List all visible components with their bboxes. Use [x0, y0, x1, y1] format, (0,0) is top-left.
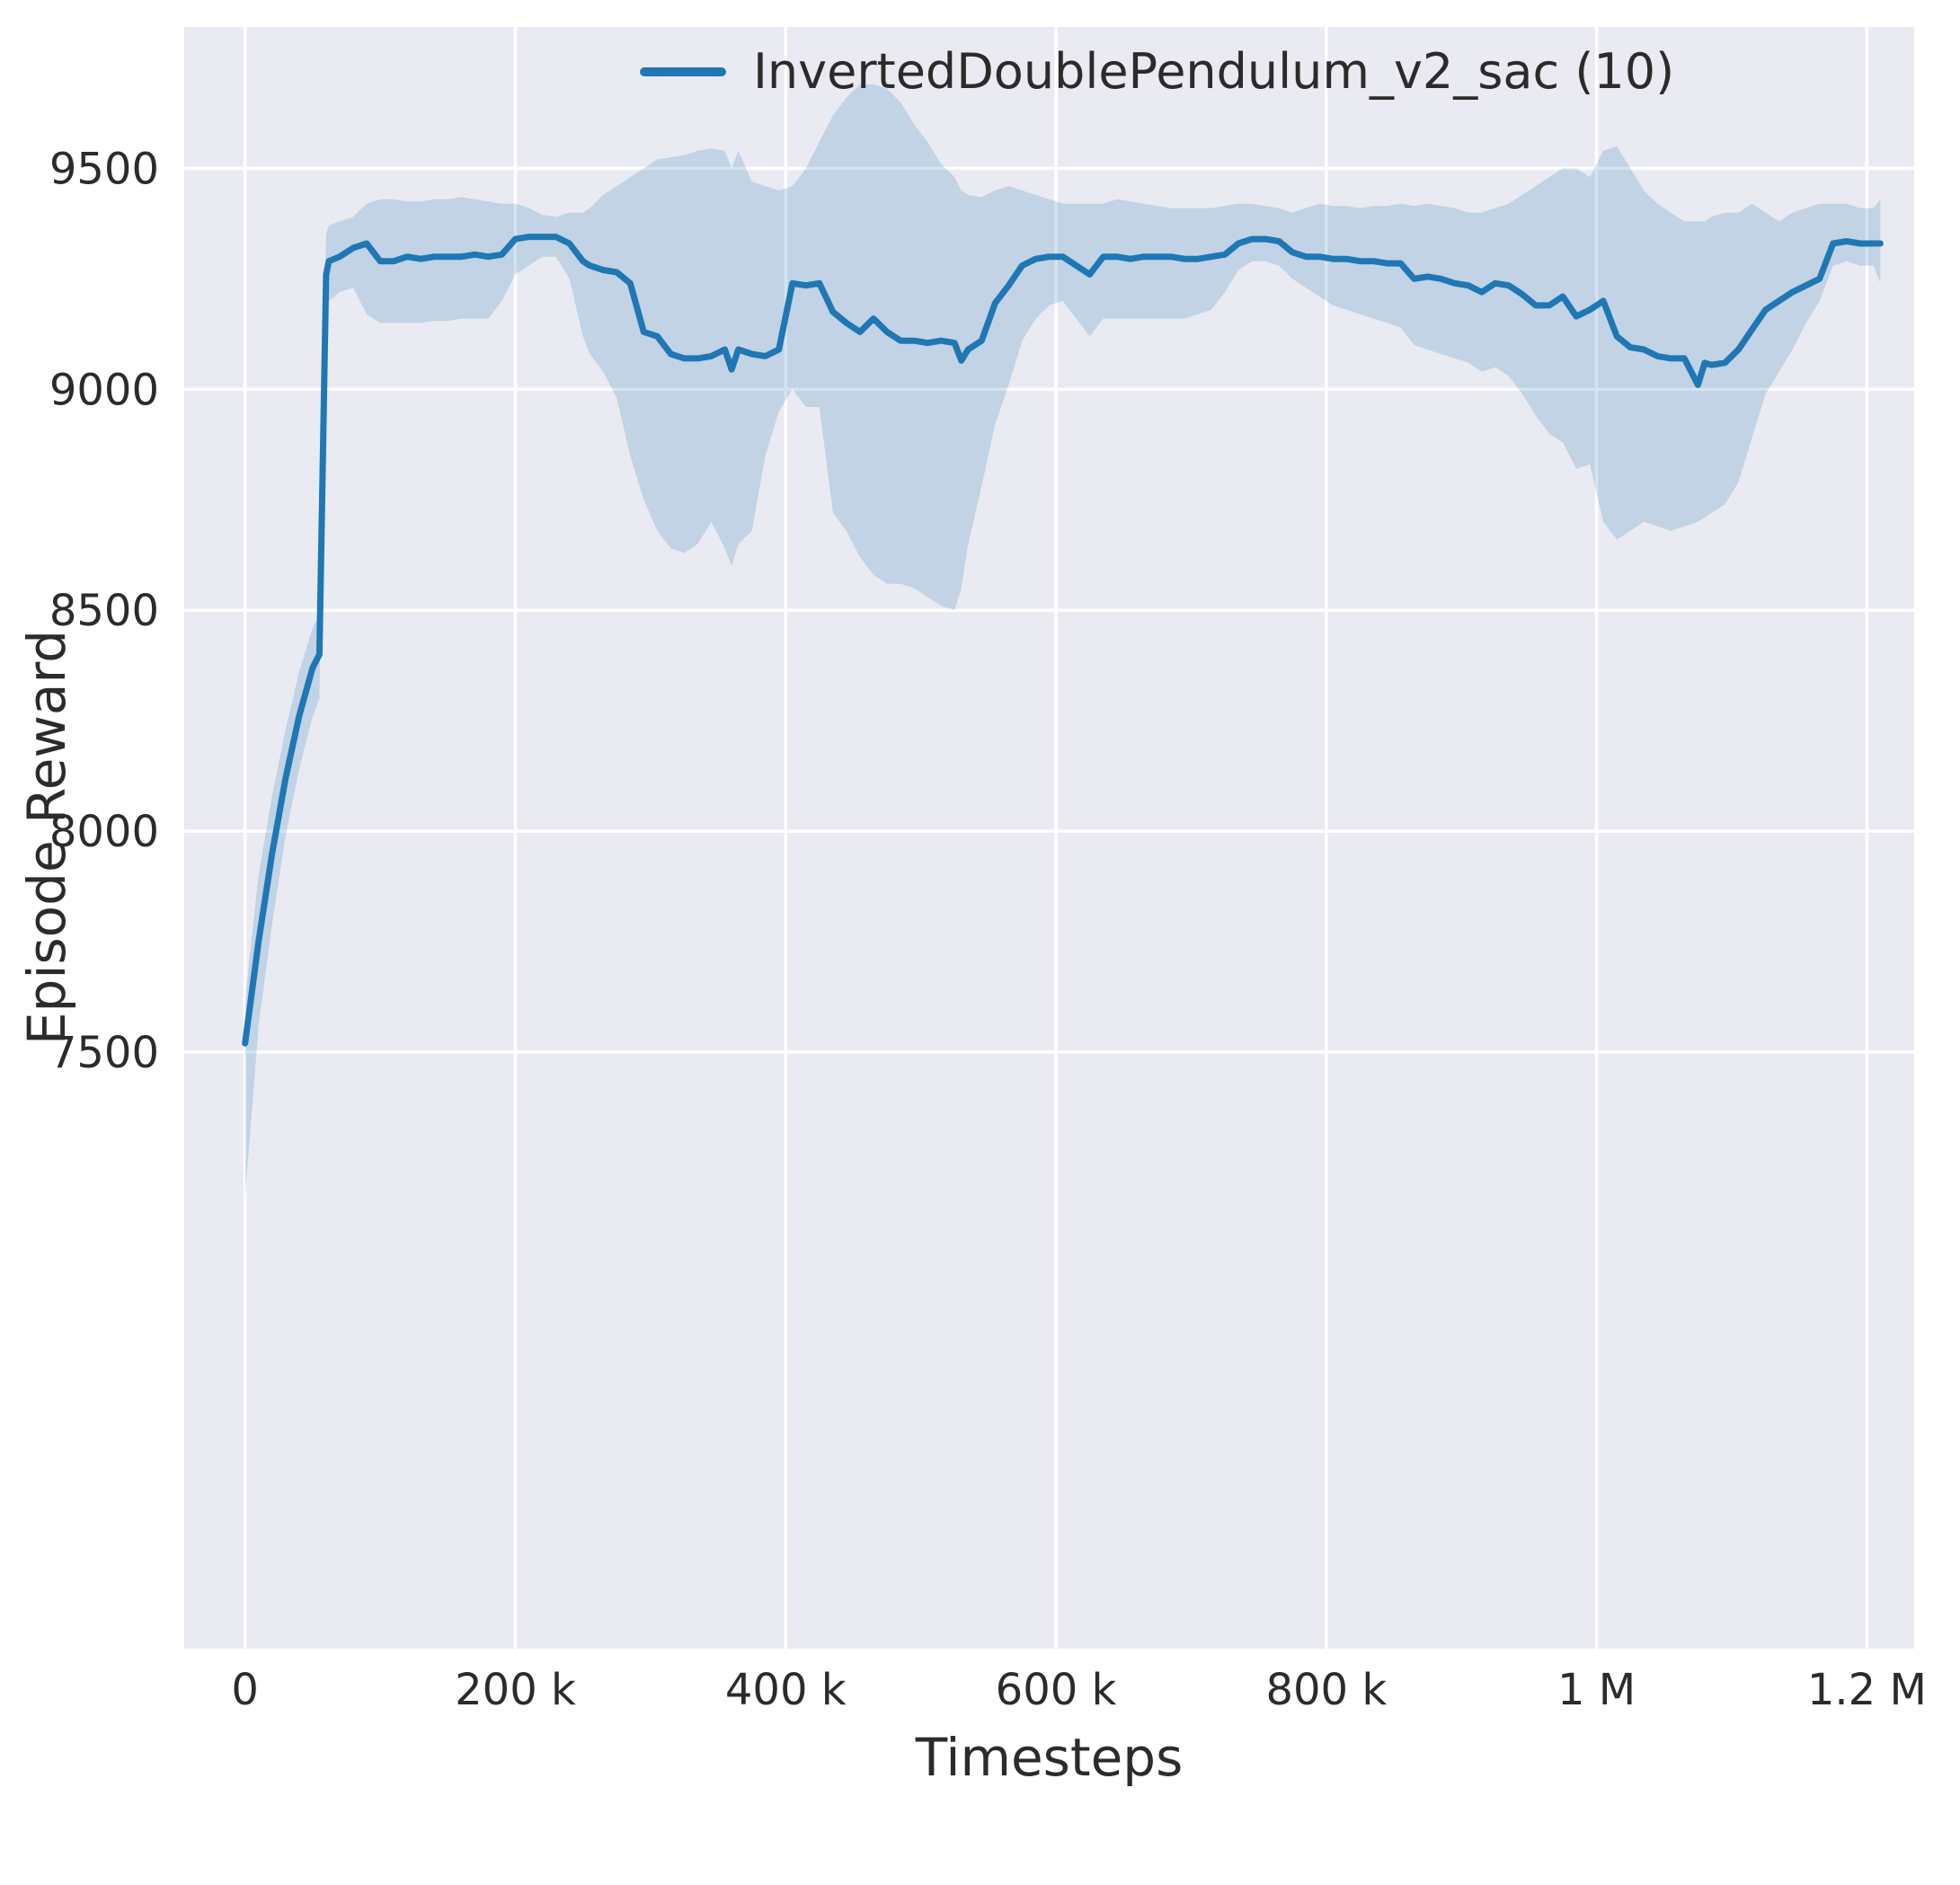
x-axis-label: Timesteps	[915, 1727, 1184, 1788]
legend-line-swatch	[640, 66, 726, 76]
x-tick-label: 1 M	[1557, 1665, 1636, 1715]
y-tick-label: 8500	[49, 586, 159, 636]
x-tick-label: 1.2 M	[1807, 1665, 1927, 1715]
plot-area	[184, 27, 1914, 1649]
y-tick-label: 9000	[49, 365, 159, 415]
x-tick-label: 0	[231, 1665, 259, 1715]
y-tick-label: 9500	[49, 144, 159, 194]
x-tick-label: 400 k	[725, 1665, 847, 1715]
x-tick-label: 600 k	[996, 1665, 1117, 1715]
y-tick-label: 8000	[49, 807, 159, 857]
legend-label: InvertedDoublePendulum_v2_sac (10)	[753, 43, 1675, 100]
mean-line	[242, 234, 1884, 1047]
legend: InvertedDoublePendulum_v2_sac (10)	[640, 43, 1674, 100]
y-tick-label: 7500	[49, 1028, 159, 1078]
confidence-band	[244, 84, 1881, 1199]
x-tick-label: 200 k	[455, 1665, 576, 1715]
x-tick-label: 800 k	[1265, 1665, 1387, 1715]
y-axis-label: Episode Reward	[16, 629, 77, 1046]
